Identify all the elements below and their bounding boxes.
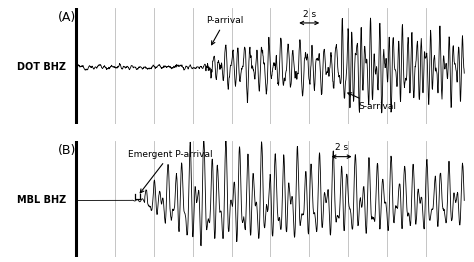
Text: (B): (B): [58, 144, 76, 157]
Text: P-arrival: P-arrival: [206, 16, 244, 45]
Text: S-arrival: S-arrival: [348, 93, 397, 111]
Text: (A): (A): [58, 10, 76, 24]
Text: 2 s: 2 s: [303, 10, 316, 19]
Text: MBL BHZ: MBL BHZ: [17, 195, 66, 205]
Text: 2 s: 2 s: [335, 143, 348, 152]
Text: Emergent P-arrival: Emergent P-arrival: [128, 150, 212, 193]
Text: DOT BHZ: DOT BHZ: [17, 62, 66, 72]
